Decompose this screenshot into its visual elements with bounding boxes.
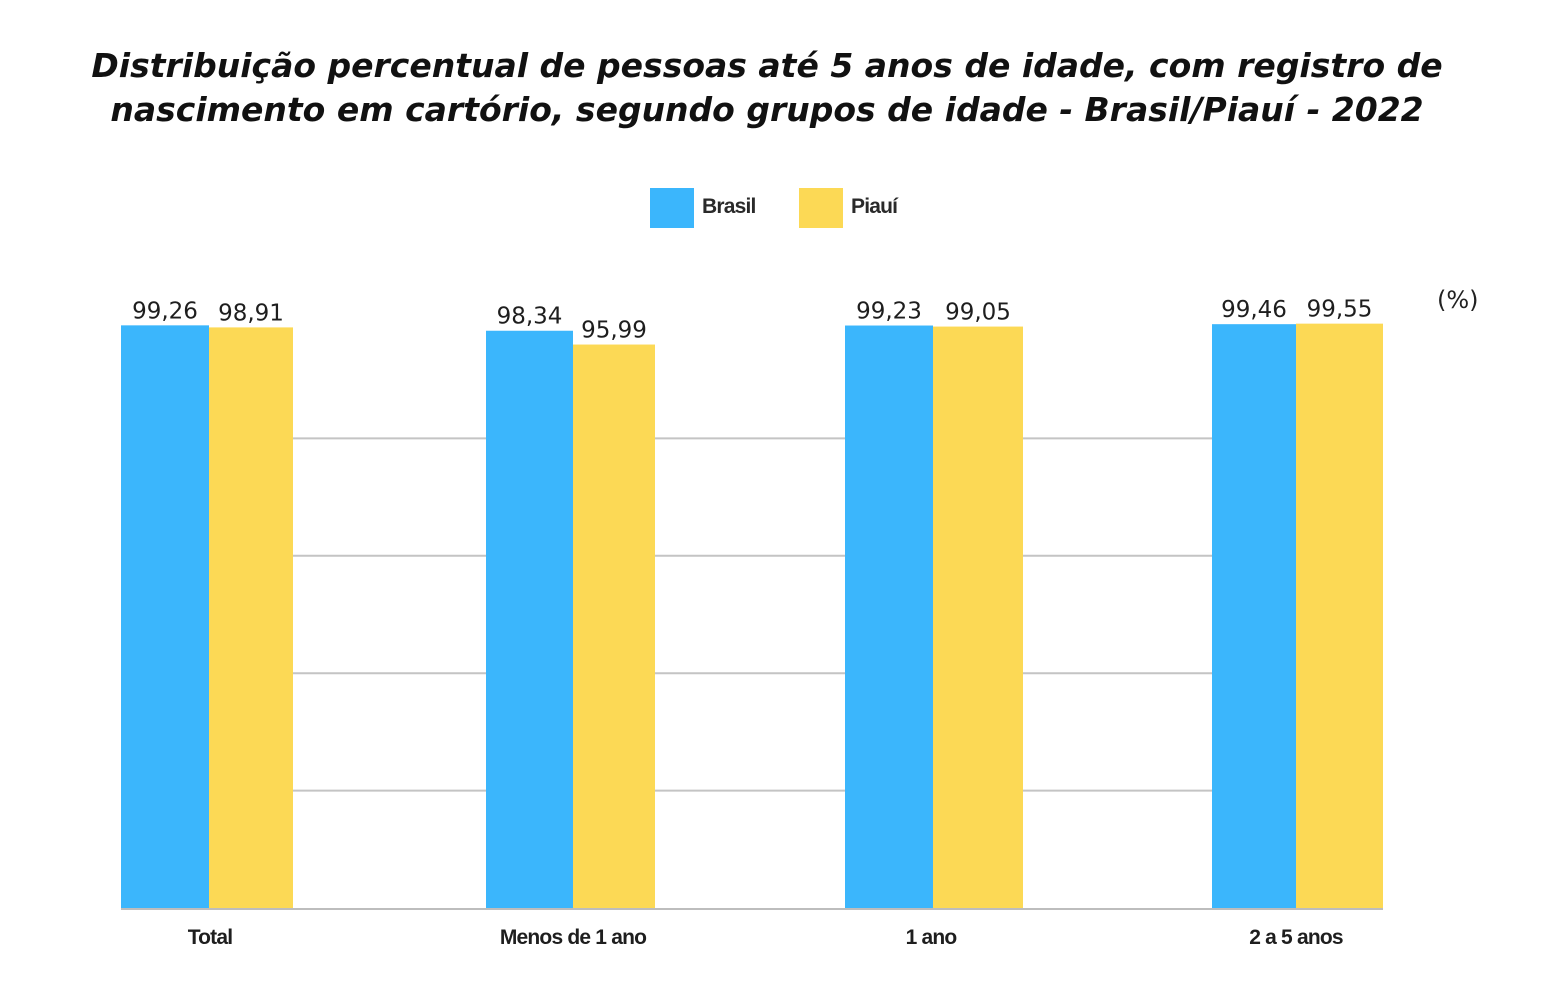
value-label-brasil-1-ano: 99,23 [856, 299, 922, 325]
value-label-brasil-2-a-5-anos: 99,46 [1221, 297, 1287, 323]
value-label-brasil-menos-de-1-ano: 98,34 [497, 304, 563, 330]
x-tick-label-2-a-5-anos: 2 a 5 anos [1249, 926, 1343, 949]
bar-brasil-menos-de-1-ano [486, 330, 573, 908]
value-label-piaui-1-ano: 99,05 [945, 300, 1011, 326]
chart-title-line-2: nascimento em cartório, segundo grupos d… [110, 90, 1424, 129]
grid-lines [121, 437, 1383, 792]
value-label-piaui-2-a-5-anos: 99,55 [1307, 297, 1373, 323]
bar-piaui-1-ano [933, 326, 1023, 908]
value-labels: 99,26 98,91 98,34 95,99 99,23 99,05 99,46 99,55 [132, 297, 1372, 344]
bar-brasil-2-a-5-anos [1212, 324, 1296, 908]
value-label-piaui-total: 98,91 [218, 300, 284, 326]
legend-label-brasil: Brasil [702, 195, 756, 218]
bar-piaui-menos-de-1-ano [573, 344, 655, 908]
x-axis: Total Menos de 1 ano 1 ano 2 a 5 anos [121, 908, 1383, 949]
chart-title: Distribuição percentual de pessoas até 5… [60, 44, 1474, 132]
bar-piaui-total [209, 327, 293, 908]
value-label-piaui-menos-de-1-ano: 95,99 [581, 318, 647, 344]
x-tick-label-total: Total [188, 926, 233, 949]
bar-brasil-total [121, 325, 209, 908]
x-tick-label-menos-de-1-ano: Menos de 1 ano [500, 926, 646, 949]
chart-legend: Brasil Piauí [0, 187, 1549, 229]
legend-swatch-piaui [799, 188, 843, 228]
legend-swatch-brasil [650, 188, 694, 228]
bar-piaui-2-a-5-anos [1296, 323, 1383, 909]
x-tick-label-1-ano: 1 ano [906, 926, 957, 949]
value-label-brasil-total: 99,26 [132, 298, 198, 324]
bars [121, 323, 1383, 909]
chart-title-line-1: Distribuição percentual de pessoas até 5… [91, 46, 1443, 85]
unit-label: (%) [1437, 286, 1479, 314]
bar-brasil-1-ano [845, 325, 933, 908]
legend-label-piaui: Piauí [851, 195, 898, 218]
